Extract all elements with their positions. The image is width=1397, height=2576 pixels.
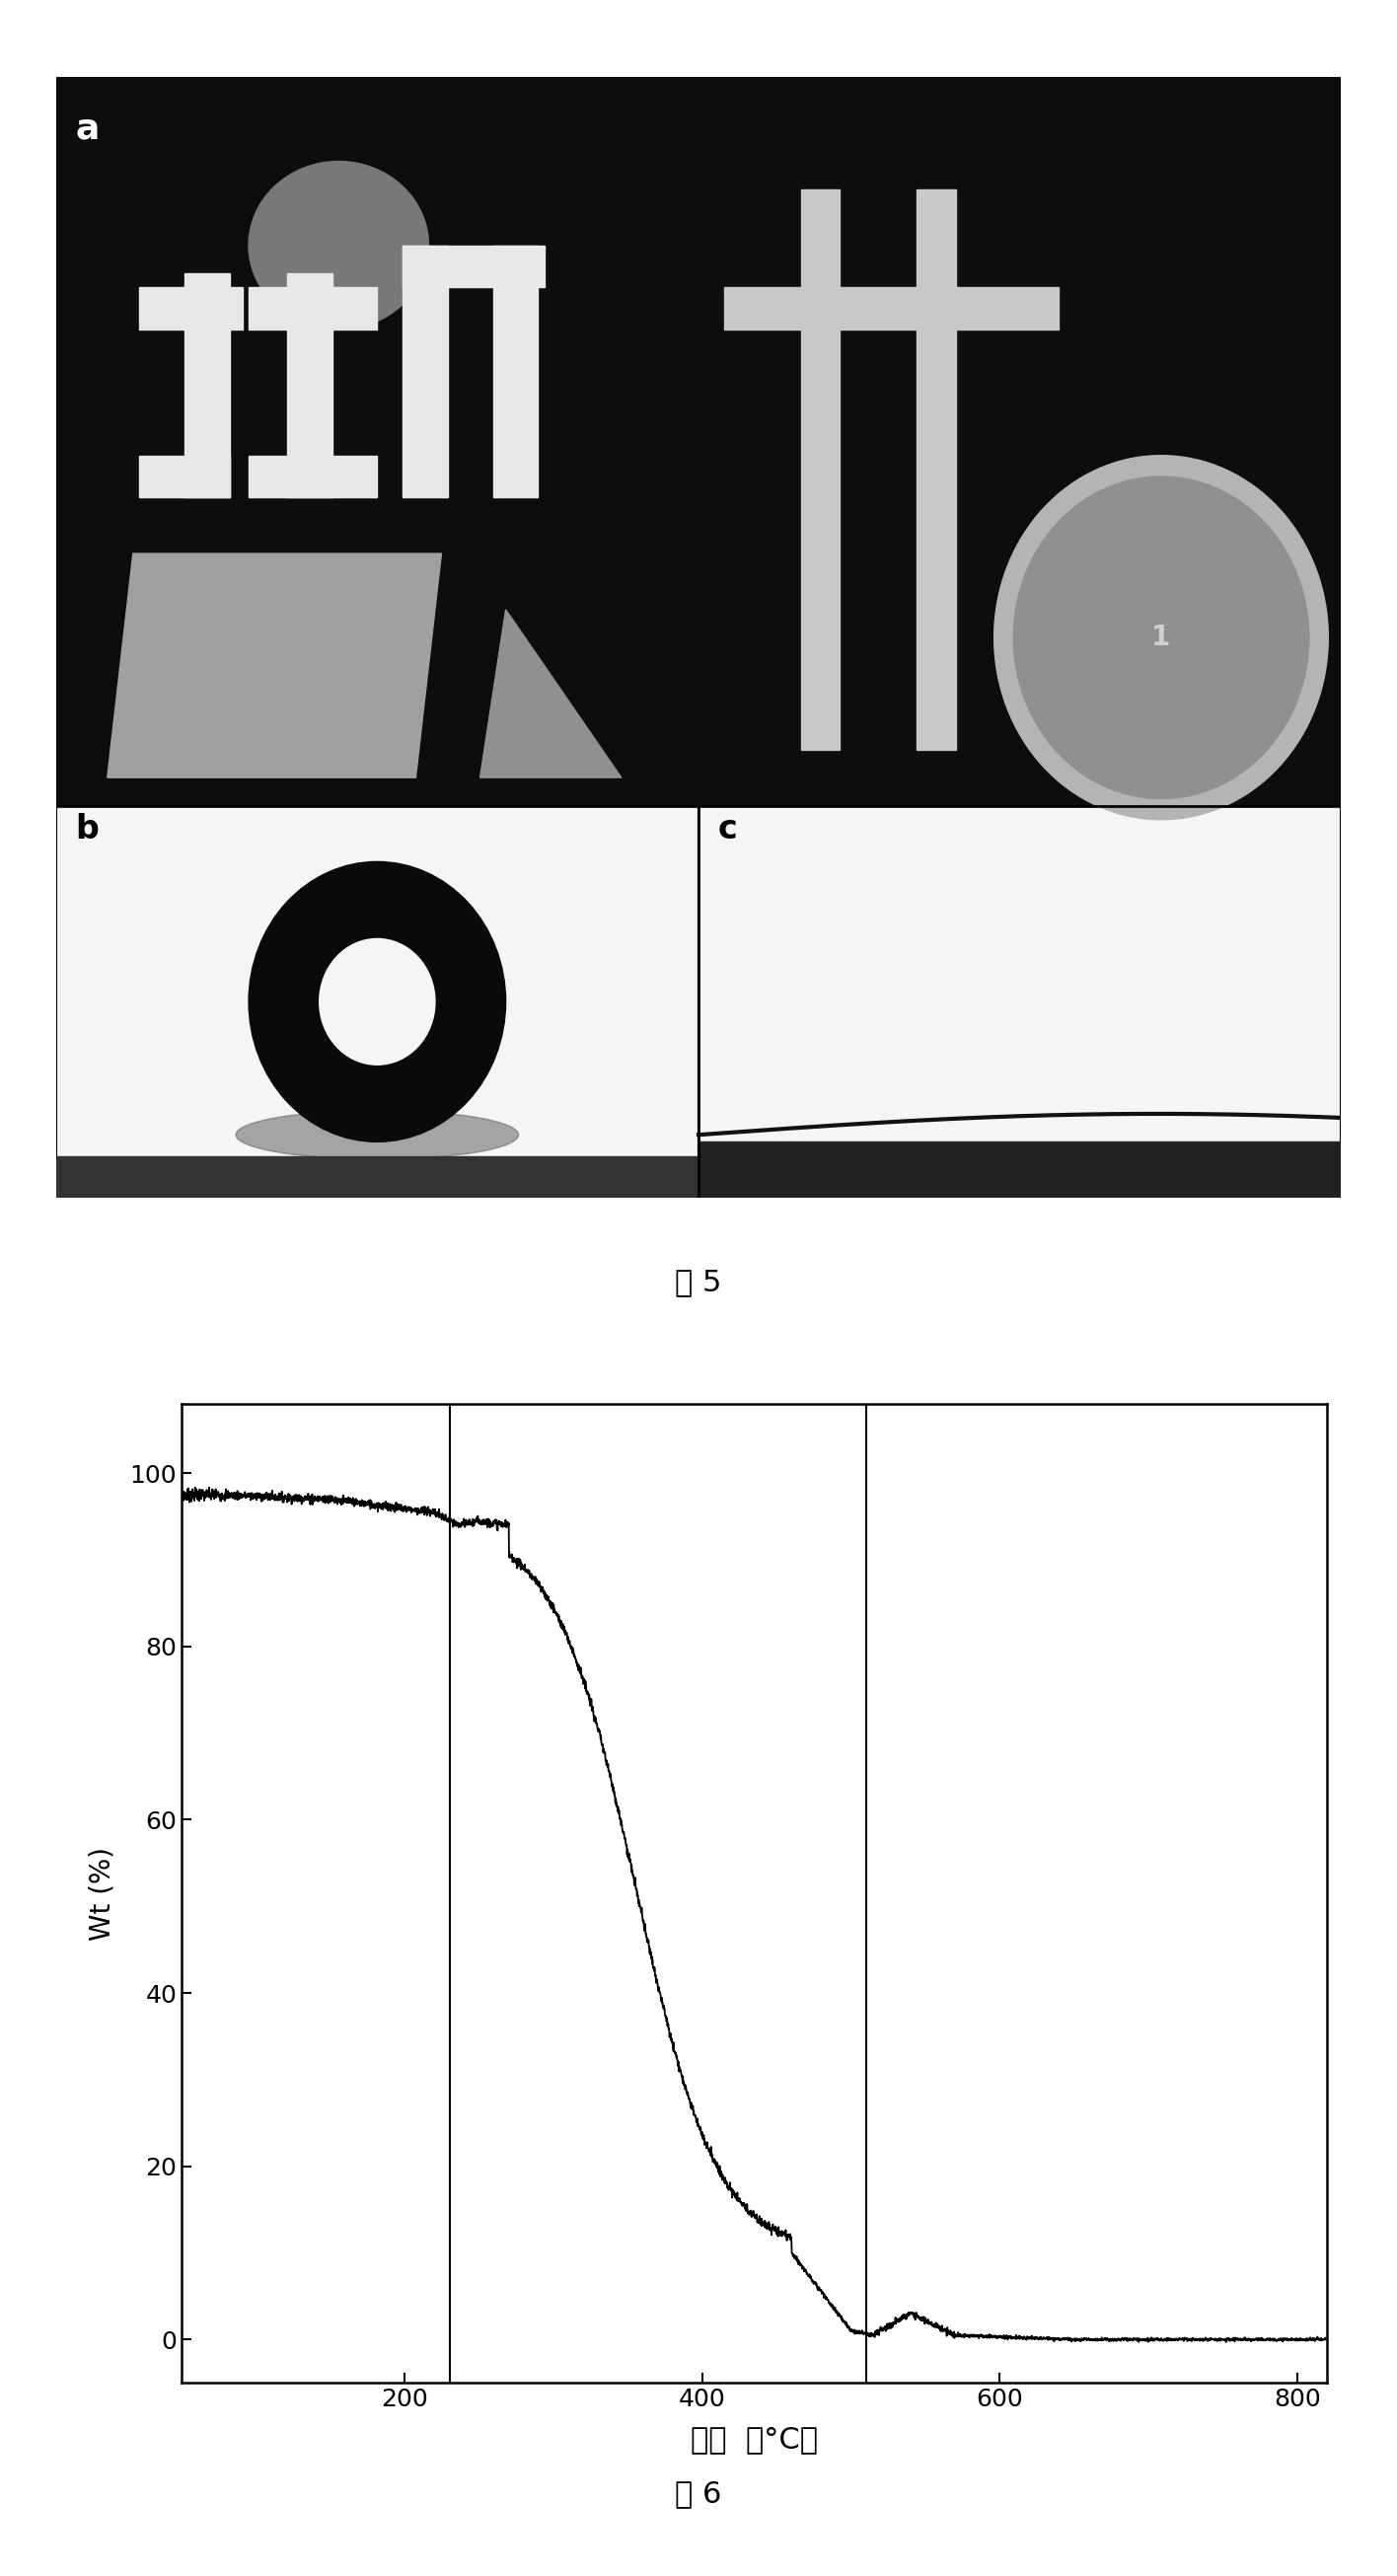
Bar [698, 1141, 1341, 1198]
Bar [402, 245, 545, 289]
Bar [56, 77, 1341, 806]
Bar [402, 245, 448, 497]
Circle shape [320, 938, 434, 1064]
Polygon shape [481, 611, 622, 778]
Ellipse shape [249, 162, 429, 330]
Bar [140, 456, 229, 497]
Bar [724, 289, 1059, 330]
FancyBboxPatch shape [56, 77, 1341, 1198]
Y-axis label: Wt (%): Wt (%) [88, 1847, 116, 1940]
Text: b: b [75, 811, 99, 845]
Text: a: a [75, 113, 99, 147]
Polygon shape [108, 554, 441, 778]
Bar [56, 1157, 698, 1198]
Text: c: c [718, 811, 738, 845]
X-axis label: 温度  （°C）: 温度 （°C） [690, 2424, 819, 2452]
Bar [184, 273, 229, 497]
Bar [916, 188, 956, 750]
Text: 1: 1 [1151, 623, 1171, 652]
Text: 图 5: 图 5 [675, 1267, 722, 1296]
Circle shape [249, 860, 506, 1141]
Bar [56, 806, 698, 1198]
Bar [698, 806, 1341, 1198]
Text: 图 6: 图 6 [675, 2478, 722, 2509]
Ellipse shape [236, 1110, 518, 1159]
Circle shape [995, 456, 1329, 819]
Bar [140, 289, 242, 330]
Bar [493, 245, 538, 497]
Bar [249, 289, 377, 330]
Bar [249, 456, 377, 497]
Bar [288, 273, 332, 497]
Bar [802, 188, 840, 750]
Circle shape [1013, 477, 1309, 799]
